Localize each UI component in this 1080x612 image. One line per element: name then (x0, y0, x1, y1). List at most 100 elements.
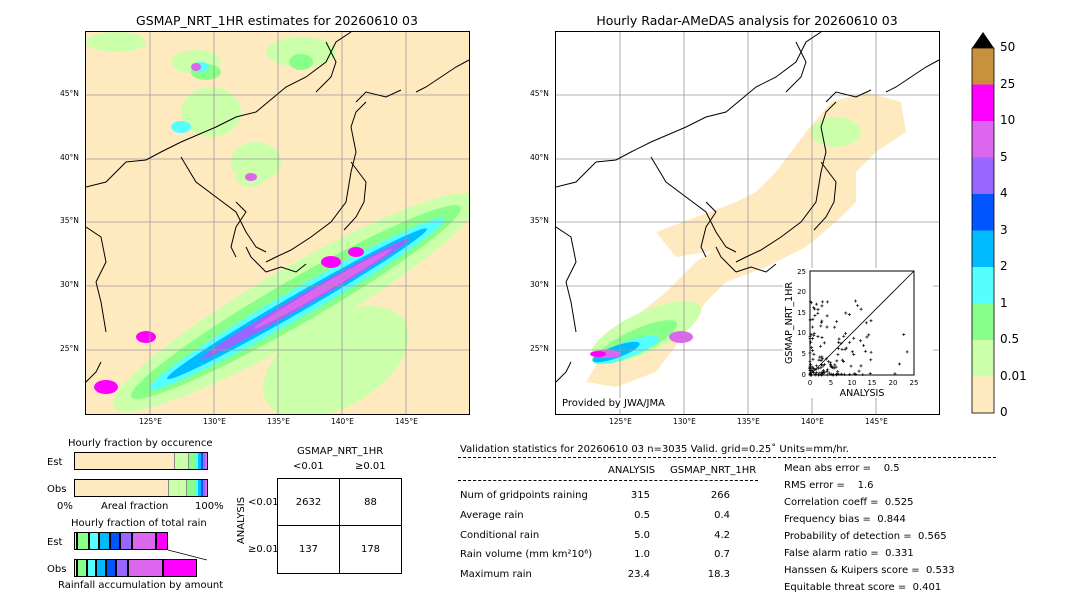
scatter-point (833, 325, 837, 329)
scatter-point (808, 318, 812, 322)
scatter-point (848, 372, 852, 376)
scatter-point (814, 302, 818, 306)
total-obs-bar (74, 559, 208, 577)
scatter-point (859, 339, 863, 343)
scatter-point (816, 373, 820, 377)
scatter-point (813, 314, 817, 318)
scatter-point (842, 334, 846, 338)
scatter-point (820, 355, 824, 359)
validation-dash-mid (458, 480, 758, 481)
scatter-point (811, 357, 815, 361)
scatter-point (842, 359, 846, 363)
scatter-point (822, 341, 826, 345)
total-obs-label: Obs (47, 564, 67, 575)
left-lon-label-125: 125°E (139, 417, 162, 426)
scatter-point (810, 346, 814, 350)
scatter-point (823, 362, 827, 366)
scatter-point (812, 333, 816, 337)
scatter-point (816, 307, 820, 311)
score-1: RMS error = 1.6 (784, 480, 874, 491)
scatter-point (829, 372, 833, 376)
score-7: Equitable threat score = 0.401 (784, 582, 942, 593)
scatter-point (850, 350, 854, 354)
scatter-point (809, 373, 813, 377)
scatter-point (847, 313, 851, 317)
colorbar-segment (972, 303, 994, 340)
occurrence-est-label: Est (47, 457, 63, 468)
scatter-point (820, 304, 824, 308)
scatter-point (811, 325, 815, 329)
contingency-row-axis: ANALYSIS (236, 496, 248, 545)
scatter-point (856, 304, 860, 308)
scatter-point (809, 362, 813, 366)
occurrence-obs-bar (74, 479, 208, 497)
validation-row-a-0: 315 (630, 490, 650, 501)
right-map-title: Hourly Radar-AMeDAS analysis for 2026061… (596, 13, 898, 28)
inset-x-tick-0: 0 (808, 379, 812, 387)
colorbar-canvas (971, 32, 995, 414)
inset-scatter-canvas: 0 5 10 15 20 25 0 5 10 15 20 25 ANALYSIS… (784, 268, 918, 399)
scatter-point (821, 364, 825, 368)
scatter-point (825, 370, 829, 374)
validation-row-a-4: 23.4 (627, 569, 650, 580)
left-lon-label-145: 145°E (395, 417, 418, 426)
scatter-point (824, 357, 828, 361)
colorbar-label: 25 (1000, 76, 1016, 91)
right-lat-label-40: 40°N (530, 153, 549, 162)
scatter-point (819, 366, 823, 370)
inset-y-tick-0: 0 (802, 371, 806, 379)
score-3: Frequency bias = 0.844 (784, 514, 906, 525)
scatter-point (839, 341, 843, 345)
scatter-point (835, 359, 839, 363)
colorbar-label: 4 (1000, 186, 1008, 200)
contingency-col-label-1: ≥0.01 (355, 461, 386, 472)
colorbar-label: 0.5 (1000, 332, 1020, 346)
inset-y-tick-5: 5 (802, 350, 806, 358)
validation-header: Validation statistics for 20260610 03 n=… (460, 444, 849, 455)
scatter-point (811, 317, 815, 321)
scatter-point (817, 371, 821, 375)
left-lon-label-130: 130°E (203, 417, 226, 426)
scatter-point (832, 366, 836, 370)
colorbar-segment (972, 267, 994, 304)
scatter-point (852, 352, 856, 356)
scatter-point (819, 320, 823, 324)
scatter-point (844, 311, 848, 315)
scatter-point (820, 357, 824, 361)
occurrence-est-bar (74, 452, 208, 470)
left-lat-label-35: 35°N (60, 216, 79, 225)
scatter-point (859, 364, 863, 368)
scatter-point (868, 372, 872, 376)
radar-credit: Provided by JWA/JMA (562, 398, 665, 409)
occurrence-axis-right: 100% (195, 501, 224, 512)
scatter-point (837, 340, 841, 344)
validation-row-label-3: Rain volume (mm km²10⁶) (460, 549, 593, 560)
scatter-point (852, 336, 856, 340)
scatter-point (814, 368, 818, 372)
validation-row-g-1: 0.4 (714, 510, 730, 521)
validation-row-label-4: Maximum rain (460, 569, 532, 580)
score-5: False alarm ratio = 0.331 (784, 548, 914, 559)
scatter-point (812, 352, 816, 356)
scatter-point (808, 360, 812, 364)
scatter-point (848, 340, 852, 344)
scatter-point (869, 358, 873, 362)
right-lon-label-130: 130°E (673, 417, 696, 426)
scatter-point (826, 300, 830, 304)
colorbar-segment (972, 121, 994, 158)
validation-col-gsmap: GSMAP_NRT_1HR (670, 465, 757, 476)
right-lat-label-25: 25°N (530, 344, 549, 353)
scatter-point (808, 300, 812, 304)
scatter-point (869, 350, 873, 354)
scatter-point (829, 361, 833, 365)
total-est-label: Est (47, 537, 63, 548)
total-title: Hourly fraction of total rain (71, 518, 207, 529)
scatter-point (809, 333, 813, 337)
scatter-point (808, 369, 812, 373)
occurrence-axis-mid: Areal fraction (101, 501, 169, 512)
scatter-point (825, 373, 829, 377)
scatter-point (843, 347, 847, 351)
scatter-point (812, 367, 816, 371)
colorbar (970, 30, 1000, 414)
inset-y-tick-20: 20 (797, 288, 806, 296)
